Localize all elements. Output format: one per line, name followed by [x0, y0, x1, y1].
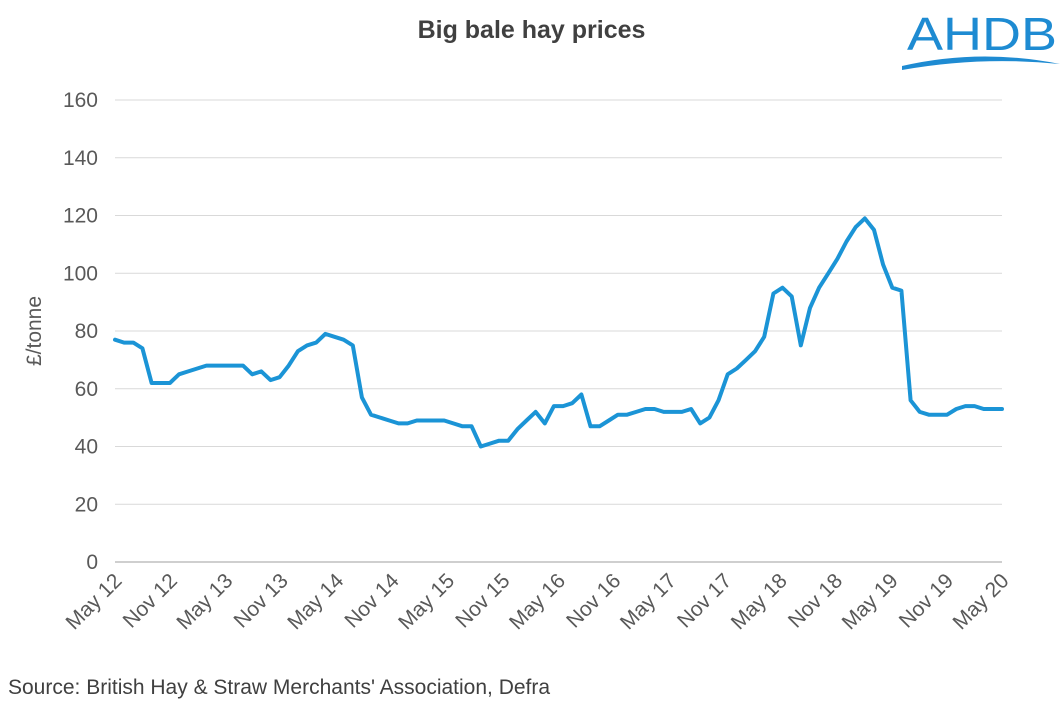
x-tick-label: Nov 16 [562, 569, 625, 632]
y-tick-label: 100 [63, 262, 98, 285]
x-tick-label: Nov 19 [895, 569, 958, 632]
x-tick-label: May 16 [505, 569, 570, 634]
x-tick-label: May 17 [616, 569, 681, 634]
y-tick-label: 40 [75, 436, 98, 459]
gridlines [115, 99, 1002, 505]
x-tick-label: Nov 14 [340, 569, 404, 633]
x-tick-label: May 18 [727, 569, 792, 634]
y-tick-label: 160 [63, 89, 98, 112]
y-tick-label: 0 [86, 551, 98, 574]
x-tick-label: Nov 17 [673, 569, 736, 632]
x-tick-label: Nov 12 [119, 569, 182, 632]
chart-title: Big bale hay prices [417, 16, 646, 44]
source-note: Source: British Hay & Straw Merchants' A… [8, 676, 551, 699]
series-line [113, 216, 1004, 449]
ahdb-logo: AHDB [902, 8, 1060, 70]
y-tick-labels: 0 20 40 60 80 100 120 140 160 [63, 89, 98, 574]
x-tick-label: Nov 13 [230, 569, 293, 632]
x-tick-label: May 19 [838, 569, 903, 634]
x-tick-label: May 20 [949, 569, 1014, 634]
x-tick-label: May 12 [62, 569, 127, 634]
y-tick-label: 80 [75, 320, 98, 343]
y-tick-label: 140 [63, 147, 98, 170]
x-tick-label: Nov 15 [451, 569, 514, 632]
x-tick-label: May 15 [394, 569, 459, 634]
x-tick-label: May 14 [283, 569, 348, 634]
logo-swoosh [902, 56, 1060, 70]
y-tick-label: 60 [75, 378, 98, 401]
y-tick-label: 20 [75, 493, 98, 516]
y-tick-label: 120 [63, 205, 98, 228]
x-tick-label: Nov 18 [784, 569, 847, 632]
y-axis-label: £/tonne [23, 296, 46, 366]
logo-text: AHDB [907, 8, 1057, 60]
x-tick-label: May 13 [172, 569, 237, 634]
